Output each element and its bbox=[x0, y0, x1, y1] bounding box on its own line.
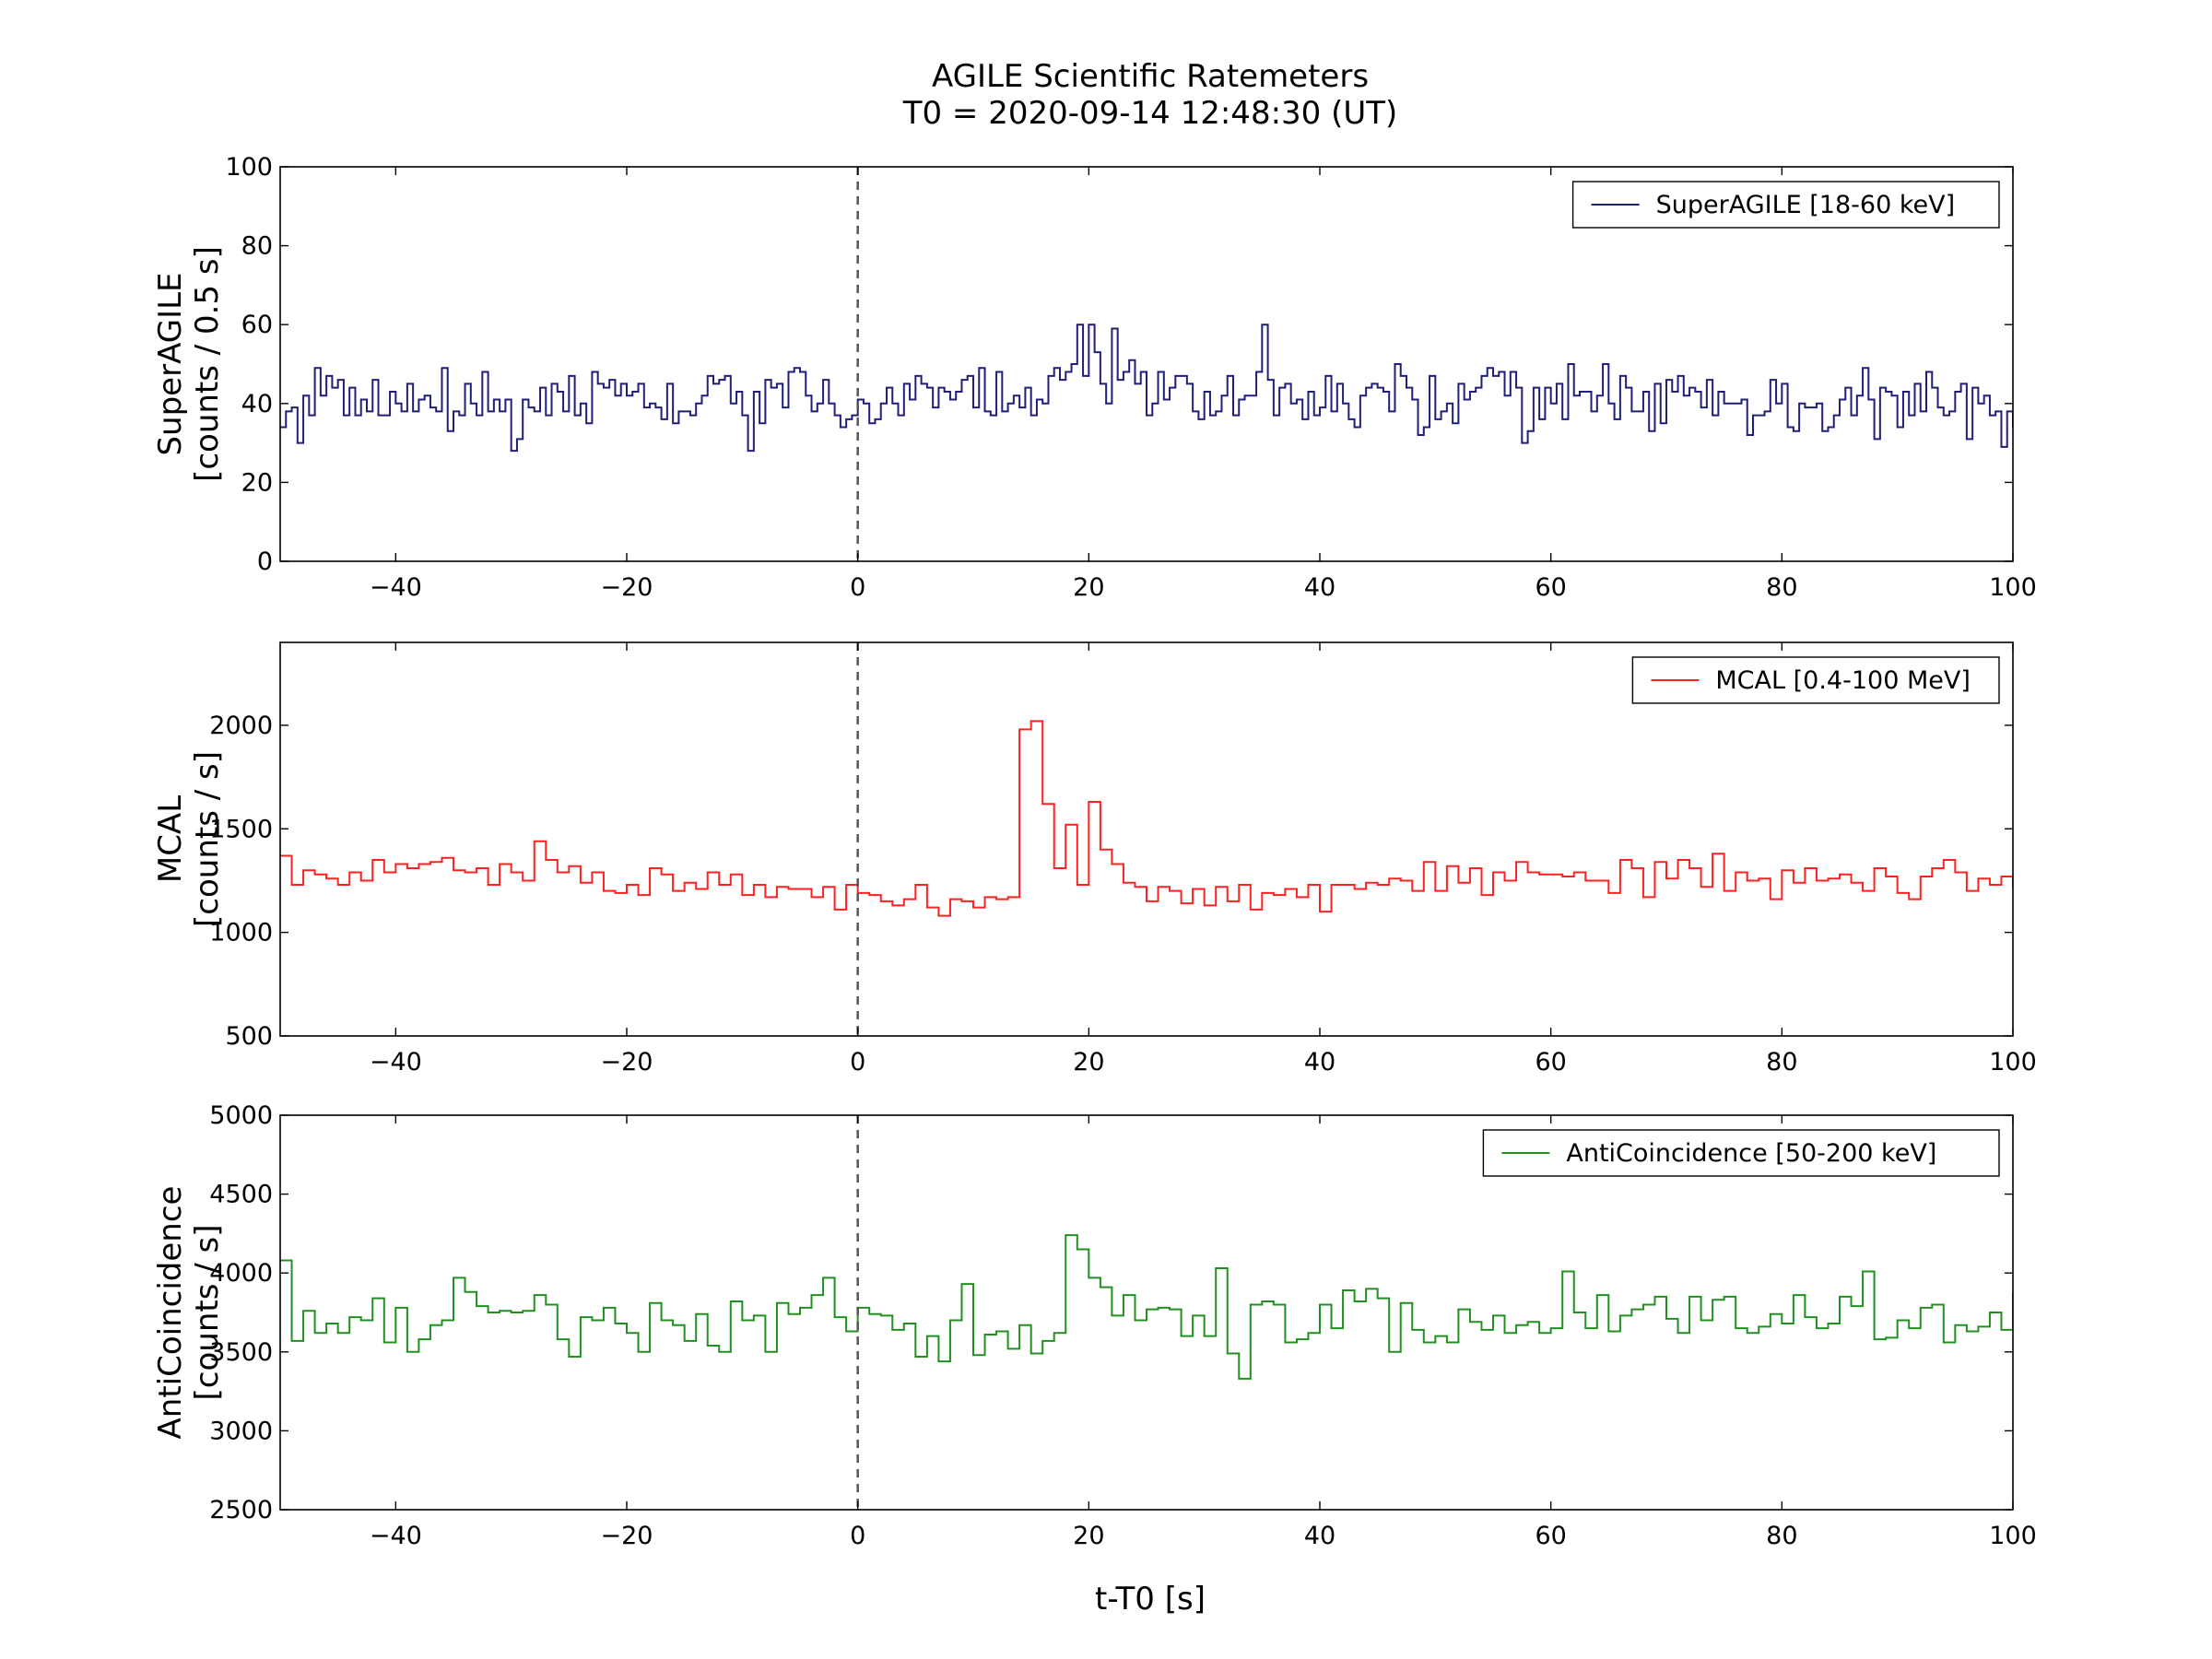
legend-label: SuperAGILE [18-60 keV] bbox=[1656, 191, 1956, 219]
x-tick-label: 0 bbox=[850, 1522, 865, 1550]
y-tick-label: 3500 bbox=[209, 1338, 273, 1367]
x-tick-label: 20 bbox=[1073, 1522, 1104, 1550]
y-axis-label-units: [counts / s] bbox=[189, 1225, 226, 1401]
x-tick-label: 0 bbox=[850, 1048, 865, 1077]
figure-title: AGILE Scientific Ratemeters bbox=[932, 58, 1369, 95]
x-tick-label: 60 bbox=[1535, 573, 1566, 602]
y-tick-label: 2000 bbox=[209, 712, 273, 740]
series-line-2 bbox=[280, 720, 2013, 917]
y-tick-label: 4000 bbox=[209, 1259, 273, 1288]
y-tick-label: 3000 bbox=[209, 1417, 273, 1445]
panel-2: −40 −20 0 20 40 60 80 100 500 1000 1500 2000 MCAL [co… bbox=[152, 641, 2037, 1077]
x-tick-label: −40 bbox=[370, 1048, 422, 1077]
panel-3: −40 −20 0 20 40 60 80 100 2500 3000 3500 4000 4500 50… bbox=[152, 1101, 2037, 1550]
x-tick-label: 40 bbox=[1304, 1048, 1335, 1077]
legend-box bbox=[1571, 181, 2000, 229]
plot-frame bbox=[279, 1114, 2014, 1511]
y-tick-label: 5000 bbox=[209, 1101, 273, 1130]
x-tick-label: 60 bbox=[1535, 1048, 1566, 1077]
legend-box bbox=[1482, 1129, 2000, 1177]
plot-frame bbox=[279, 641, 2014, 1037]
y-tick-label: 80 bbox=[241, 232, 273, 261]
x-tick-label: 40 bbox=[1304, 573, 1335, 602]
x-tick-label: 100 bbox=[1989, 1048, 2037, 1077]
y-tick-label: 0 bbox=[257, 547, 273, 576]
x-tick-label: −20 bbox=[601, 1048, 653, 1077]
plot-frame bbox=[279, 166, 2014, 562]
figure-subtitle: T0 = 2020-09-14 12:48:30 (UT) bbox=[902, 95, 1398, 132]
x-tick-label: 80 bbox=[1766, 1048, 1797, 1077]
y-tick-label: 500 bbox=[225, 1022, 273, 1051]
x-tick-label: 80 bbox=[1766, 573, 1797, 602]
panel-1: −40 −20 0 20 40 60 80 100 0 20 40 60 80 100 SuperAGILE… bbox=[152, 153, 2037, 602]
x-tick-label: −40 bbox=[370, 573, 422, 602]
y-axis-label-units: [counts / s] bbox=[189, 751, 226, 927]
y-tick-label: 4500 bbox=[209, 1181, 273, 1209]
x-tick-label: 80 bbox=[1766, 1522, 1797, 1550]
y-axis-label: SuperAGILE bbox=[152, 272, 189, 455]
y-axis-label-units: [counts / 0.5 s] bbox=[189, 246, 226, 482]
x-tick-label: 20 bbox=[1073, 573, 1104, 602]
x-tick-label: −20 bbox=[601, 573, 653, 602]
x-tick-label: 100 bbox=[1989, 573, 2037, 602]
y-axis-label: MCAL bbox=[152, 795, 189, 883]
y-tick-label: 40 bbox=[241, 390, 273, 418]
x-tick-label: −40 bbox=[370, 1522, 422, 1550]
x-tick-label: 100 bbox=[1989, 1522, 2037, 1550]
y-tick-label: 1500 bbox=[209, 815, 273, 843]
y-tick-label: 2500 bbox=[209, 1496, 273, 1524]
x-tick-label: 40 bbox=[1304, 1522, 1335, 1550]
y-tick-label: 100 bbox=[225, 153, 273, 182]
y-axis-label: AntiCoincidence bbox=[152, 1186, 189, 1440]
x-tick-label: 20 bbox=[1073, 1048, 1104, 1077]
legend-label: AntiCoincidence [50-200 keV] bbox=[1566, 1139, 1936, 1168]
x-tick-label: 60 bbox=[1535, 1522, 1566, 1550]
x-tick-label: −20 bbox=[601, 1522, 653, 1550]
x-tick-label: 0 bbox=[850, 573, 865, 602]
legend-label: MCAL [0.4-100 MeV] bbox=[1715, 666, 1970, 695]
y-tick-label: 1000 bbox=[209, 919, 273, 947]
panels: −40 −20 0 20 40 60 80 100020406080100SuperAGILE… bbox=[152, 153, 2037, 1550]
x-axis-label: t-T0 [s] bbox=[1095, 1581, 1206, 1618]
series-line-3 bbox=[280, 1234, 2013, 1380]
y-tick-label: 20 bbox=[241, 468, 273, 497]
series-line-1 bbox=[280, 324, 2013, 453]
y-tick-label: 60 bbox=[241, 311, 273, 339]
